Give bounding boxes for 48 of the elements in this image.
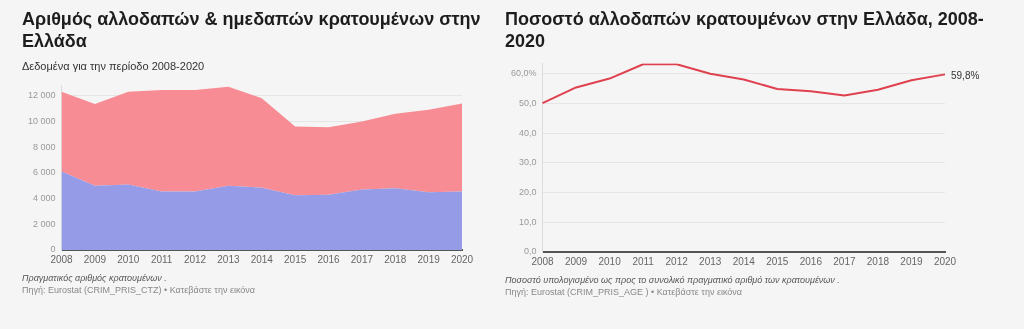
x-tick-label: 2015 <box>284 253 307 265</box>
x-tick-label: 2018 <box>866 255 890 267</box>
y-tick-label: 6 000 <box>33 167 56 178</box>
x-tick-label: 2009 <box>564 255 588 267</box>
x-tick-label: 2008 <box>50 253 74 265</box>
x-tick-label: 2018 <box>384 253 407 265</box>
text: Πραγματικός αριθμός κρατουμένων . <box>22 273 167 283</box>
data-label: 59,8% <box>951 70 980 82</box>
x-tick-label: 2014 <box>732 255 756 267</box>
y-tick-label: 0 <box>50 244 56 255</box>
x-tick-label: 2009 <box>83 253 107 265</box>
x-tick-label: 2019 <box>417 253 441 265</box>
x-tick-label: 2010 <box>598 255 622 267</box>
x-tick-label: 2010 <box>117 253 140 265</box>
text: Πηγή: Eurostat (CRIM_PRIS_CTZ) • Κατεβάστε την εικόνα <box>22 285 256 295</box>
chart-subtitle: Δεδομένα για την περίοδο 2008-2020 <box>22 60 206 74</box>
x-tick-label: 2016 <box>317 253 341 265</box>
y-tick-label: 60,0% <box>510 68 537 79</box>
x-tick-label: 2012 <box>183 253 207 265</box>
x-tick-label: 2016 <box>799 255 823 267</box>
y-tick-label: 40,0 <box>518 127 537 138</box>
text: Πηγή: Eurostat (CRIM_PRIS_AGE ) • Κατεβάστε την εικόνα <box>505 286 744 298</box>
y-tick-label: 10,0 <box>518 216 537 227</box>
y-tick-label: 4 000 <box>33 193 56 204</box>
y-tick-label: 12 000 <box>28 90 56 101</box>
x-tick-label: 2015 <box>766 255 789 267</box>
x-tick-label: 2012 <box>665 255 689 267</box>
x-tick-label: 2011 <box>150 253 173 265</box>
x-tick-label: 2019 <box>900 255 924 267</box>
y-tick-label: 50,0 <box>518 97 537 108</box>
text: Ποσοστό υπολογισμένο ως προς το συνολικό πραγματικό αριθμό των κρατουμένων . <box>505 274 841 286</box>
x-tick-label: 2013 <box>699 255 722 267</box>
y-tick-label: 0,0 <box>524 246 537 257</box>
x-tick-label: 2008 <box>531 255 555 267</box>
y-tick-label: 2 000 <box>33 218 56 229</box>
y-tick-label: 10 000 <box>28 115 56 126</box>
y-tick-label: 8 000 <box>33 141 56 152</box>
x-tick-label: 2017 <box>350 253 374 265</box>
x-tick-label: 2013 <box>217 253 240 265</box>
y-tick-label: 30,0 <box>518 157 537 168</box>
x-tick-label: 2017 <box>833 255 856 267</box>
x-tick-label: 2011 <box>632 255 655 267</box>
x-tick-label: 2020 <box>450 253 474 265</box>
x-tick-label: 2014 <box>250 253 274 265</box>
y-tick-label: 20,0 <box>518 187 537 198</box>
chart-title: Ποσοστό αλλοδαπών κρατουμένων στην Ελλάδα, 2008-2020 <box>505 8 985 52</box>
chart-title: Αριθμός αλλοδαπών & ημεδαπών κρατουμένων στην Ελλάδα <box>22 9 481 51</box>
x-tick-label: 2020 <box>933 255 957 267</box>
